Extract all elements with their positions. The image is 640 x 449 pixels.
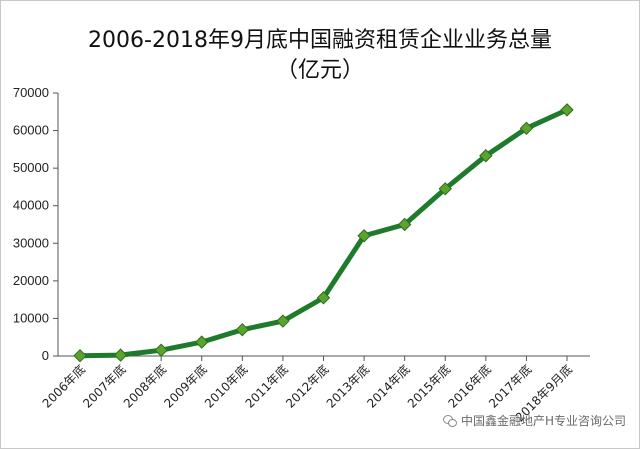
watermark: 中国鑫金融地产H专业咨询公司 [442,412,626,429]
wechat-icon [442,414,457,427]
x-tick-label: 2012年底 [282,362,331,411]
x-tick-label: 2014年底 [364,362,413,411]
data-point [397,217,412,232]
data-point [519,121,534,136]
y-tick-label: 10000 [13,310,49,325]
x-tick-label: 2007年底 [80,362,129,411]
y-tick-label: 70000 [13,85,49,100]
x-tick-label: 2016年底 [445,362,494,411]
y-tick-label: 60000 [13,123,49,138]
data-point [113,348,128,362]
data-point [235,322,250,337]
x-tick-label: 2009年底 [161,362,210,411]
data-point [479,149,493,163]
chart-title: 2006-2018年9月底中国融资租赁企业业务总量 [88,28,552,53]
x-tick-label: 2008年底 [120,362,169,411]
x-tick-label: 2011年底 [242,362,291,411]
data-point [73,348,87,363]
series-line [77,107,570,359]
x-tick-label: 2015年底 [404,362,453,411]
y-tick-label: 40000 [13,198,49,213]
data-point [154,343,168,357]
y-tick-label: 50000 [13,160,49,175]
data-point [316,291,331,305]
data-point [560,103,574,117]
data-point [195,335,209,349]
watermark-text: 中国鑫金融地产H专业咨询公司 [460,414,626,428]
y-tick-label: 0 [42,348,49,363]
x-tick-label: 2006年底 [39,362,88,411]
data-point [357,229,371,243]
data-point [438,182,452,196]
y-tick-label: 30000 [13,235,49,250]
x-tick-label: 2010年底 [201,362,250,411]
chart-title-unit: （亿元） [275,58,364,83]
x-tick-label: 2013年底 [323,362,372,411]
data-point [276,314,290,328]
y-tick-label: 20000 [13,273,49,288]
